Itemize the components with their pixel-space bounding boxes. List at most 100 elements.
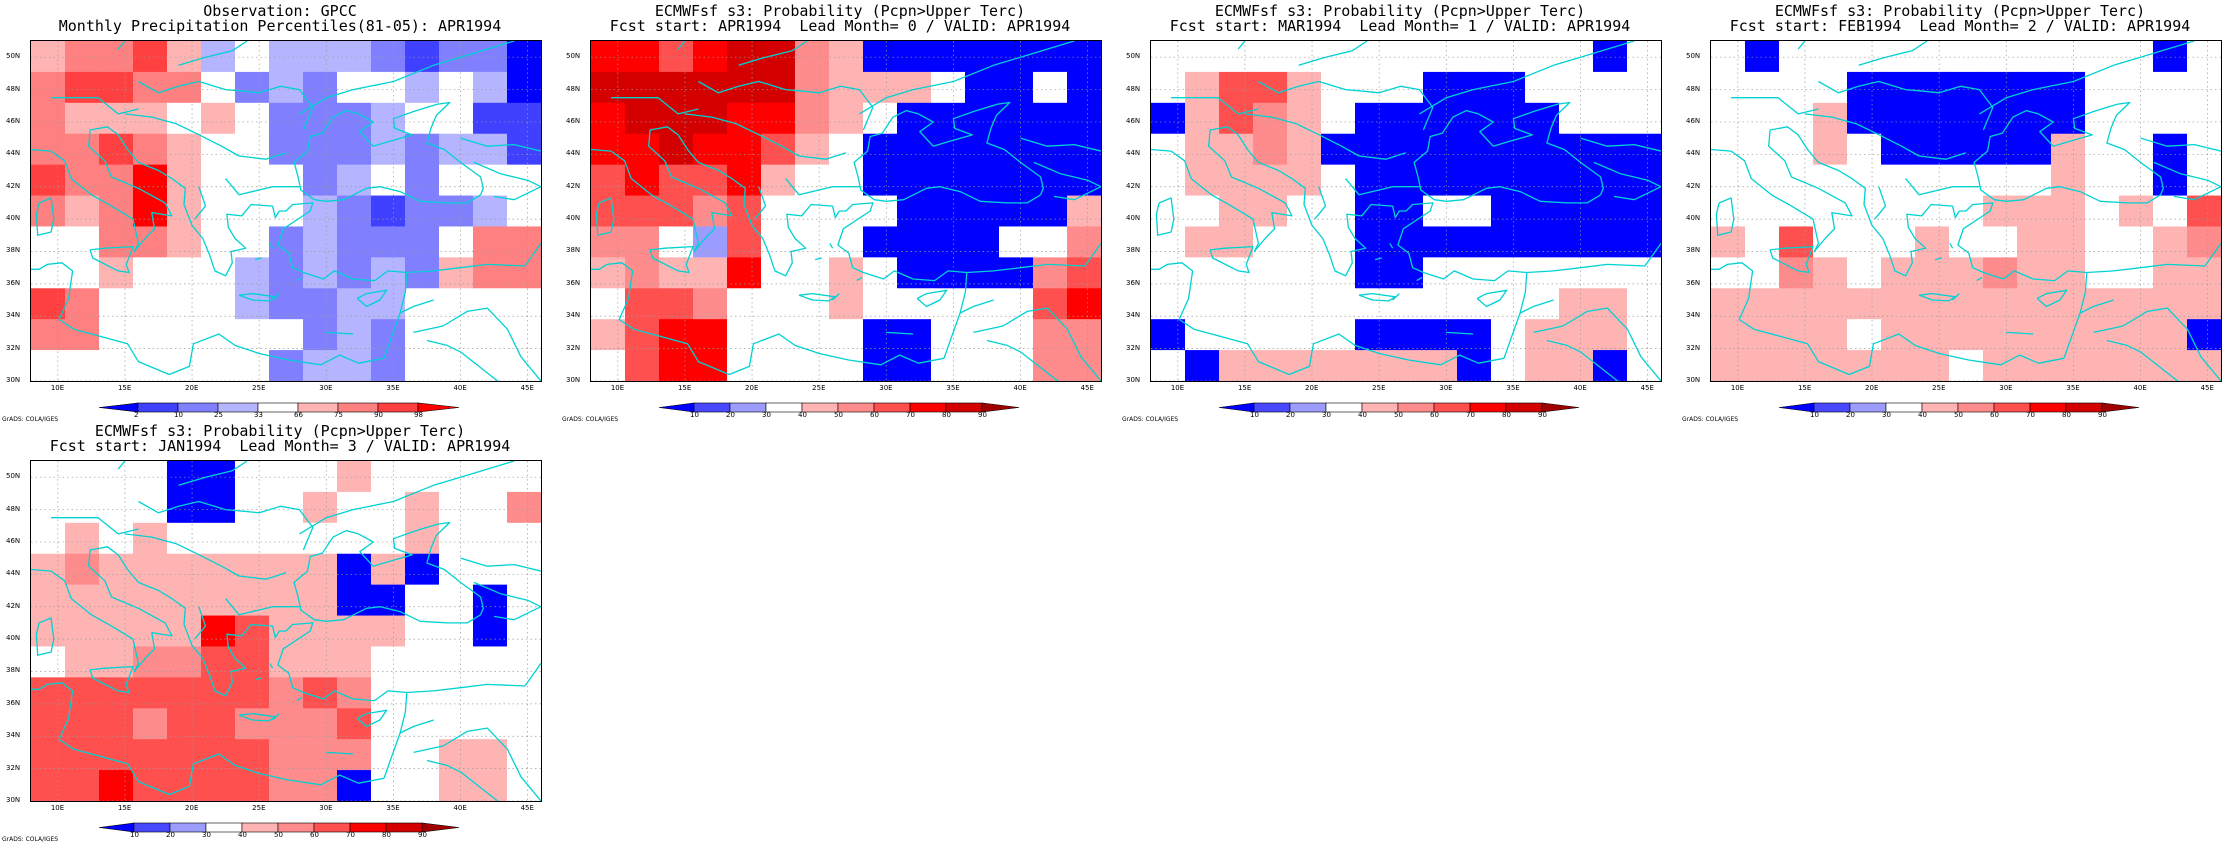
grid-cell [2153, 133, 2188, 166]
grid-cell [1067, 350, 1101, 381]
longitude-label: 45E [520, 384, 534, 392]
grid-cell [659, 102, 694, 135]
coastline [194, 606, 207, 640]
grid-cell [931, 41, 966, 73]
grid-cell [99, 350, 134, 381]
longitude-label: 40E [2133, 384, 2147, 392]
grid-cell [269, 522, 304, 555]
grid-cell [1847, 319, 1882, 351]
grid-cell [167, 739, 202, 771]
grid-cell [507, 615, 541, 648]
grid-cell [2085, 164, 2120, 197]
grid-cell [2085, 319, 2120, 351]
latitude-label: 40N [6, 214, 21, 223]
latitude-label: 42N [6, 601, 21, 610]
grid-cell [2153, 71, 2188, 104]
latitude-label: 36N [566, 278, 581, 287]
grid-cell [167, 646, 202, 678]
grid-cell [439, 226, 474, 258]
grid-cell [133, 553, 168, 586]
grid-cell [2085, 133, 2120, 166]
grid-cell [1745, 350, 1780, 381]
grid-cell [863, 226, 898, 258]
map-panel-2: ECMWFsf s3: Probability (Pcpn>Upper Terc… [560, 0, 1120, 423]
grid-cell [473, 739, 508, 771]
grid-cell [1457, 71, 1492, 104]
grid-cell [1491, 71, 1526, 104]
grid-cell [2051, 41, 2086, 73]
grid-cell [1287, 350, 1322, 381]
grid-cell [99, 461, 134, 493]
coastline [326, 751, 354, 755]
grid-cell [2085, 102, 2120, 135]
coastline [798, 292, 836, 302]
color-bar-label: 50 [274, 831, 283, 839]
grid-cell [405, 319, 440, 351]
grid-cell [2187, 164, 2221, 197]
grid-cell [65, 615, 100, 648]
grid-cell [31, 350, 66, 381]
grid-cell [201, 226, 236, 258]
grid-cell [1881, 195, 1916, 228]
grid-cell [1355, 133, 1390, 166]
longitude-label: 15E [1797, 384, 1812, 392]
coastline [299, 41, 515, 115]
coastline [832, 293, 840, 301]
grid-cell [2153, 226, 2188, 258]
grid-cell [405, 739, 440, 771]
latitude-label: 34N [566, 311, 581, 320]
longitude-label: 40E [453, 384, 467, 392]
coastline [1918, 292, 1956, 302]
grid-cell [507, 708, 541, 740]
latitude-label: 50N [566, 52, 581, 61]
grid-cell [2153, 102, 2188, 135]
grid-cell [829, 164, 864, 197]
grid-cell [1287, 41, 1322, 73]
coastline [1389, 243, 1394, 249]
grid-cell [303, 708, 338, 740]
grid-cell [1185, 226, 1220, 258]
grid-cell [1949, 102, 1984, 135]
grid-cell [659, 41, 694, 73]
grid-cell [405, 677, 440, 709]
coastline [254, 677, 262, 681]
grid-cell [337, 226, 372, 258]
coastline [1526, 243, 1661, 274]
coastline [1804, 113, 1967, 160]
color-bar [1218, 398, 1580, 417]
grid-cell [1321, 226, 1356, 258]
coastline [293, 521, 484, 624]
grid-cell [1033, 226, 1068, 258]
grid-cell [1915, 41, 1950, 73]
grid-cell [931, 71, 966, 104]
grid-cell [1491, 288, 1526, 320]
coastline [1314, 186, 1327, 220]
grid-cell [1525, 71, 1560, 104]
grid-cell [659, 226, 694, 258]
coastline [1976, 276, 1983, 282]
grid-cell [1983, 319, 2018, 351]
coastline [426, 759, 499, 801]
grid-cell [507, 491, 541, 524]
grid-cell [133, 319, 168, 351]
grid-cell [1813, 164, 1848, 197]
coastline [2106, 339, 2179, 381]
color-bar-label: 90 [2098, 411, 2107, 419]
grid-cell [303, 553, 338, 586]
coastline [2153, 161, 2221, 201]
latitude-label: 42N [6, 181, 21, 190]
grid-cell [337, 41, 372, 73]
grid-cell [99, 584, 134, 617]
grid-cell [1915, 133, 1950, 166]
grid-cell [2187, 41, 2221, 73]
grid-cell [337, 646, 372, 678]
grid-cell [1151, 350, 1186, 381]
coastline [1258, 80, 1434, 131]
grid-cell [727, 226, 762, 258]
grid-cell [1219, 102, 1254, 135]
color-bar-swatch [241, 822, 279, 833]
coastline [829, 243, 834, 249]
coastline [406, 663, 541, 694]
grid-cell [1253, 133, 1288, 166]
grid-cell [1423, 350, 1458, 381]
